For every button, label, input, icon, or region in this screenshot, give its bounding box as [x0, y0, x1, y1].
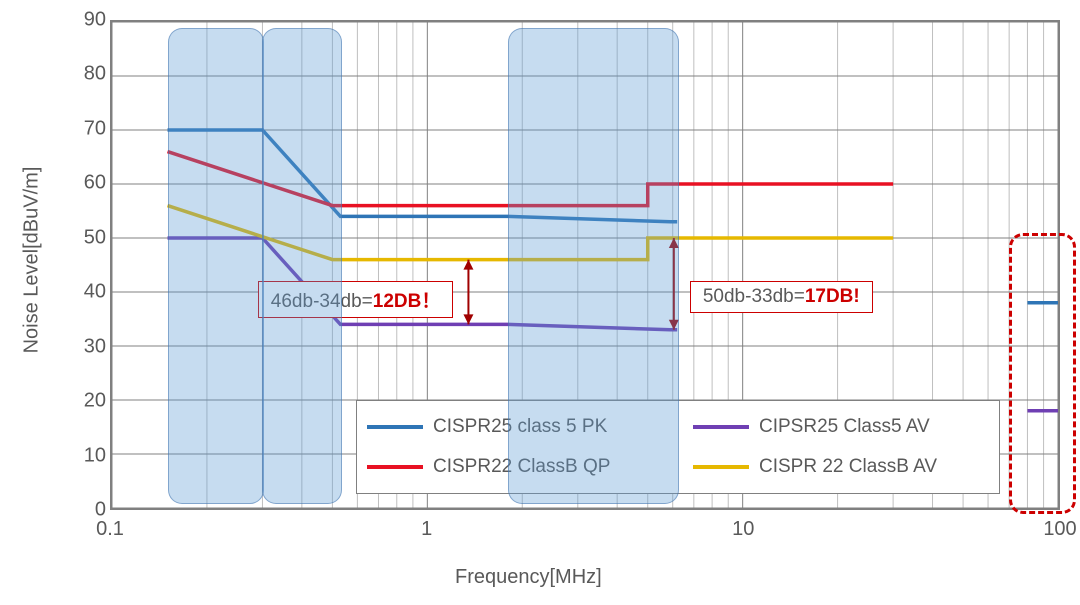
callout-red: 12DB [373, 291, 422, 312]
y-tick: 20 [66, 390, 106, 413]
legend-swatch [367, 425, 423, 429]
y-tick: 50 [66, 226, 106, 249]
x-axis-label: Frequency[MHz] [455, 566, 602, 589]
callout-suffix: ！ [421, 291, 440, 312]
x-tick: 100 [1043, 518, 1076, 541]
y-tick: 90 [66, 9, 106, 32]
y-axis-label: Noise Level[dBuV/m] [21, 167, 44, 354]
plot-area: 46db-34db=12DB！ 50db-33db=17DB! CISPR25 … [110, 20, 1060, 510]
legend-swatch [367, 465, 423, 469]
callout-17db: 50db-33db=17DB! [690, 281, 873, 313]
legend-swatch [693, 425, 749, 429]
y-tick: 80 [66, 63, 106, 86]
callout-text: 50db-33db= [703, 286, 805, 307]
emc-limits-chart: Noise Level[dBuV/m] Frequency[MHz] 90 80… [0, 0, 1080, 605]
frequency-band-shade [262, 28, 342, 504]
legend-swatch [693, 465, 749, 469]
frequency-band-shade [508, 28, 679, 504]
highlight-dashed-box [1009, 233, 1076, 514]
y-tick: 10 [66, 444, 106, 467]
y-tick: 40 [66, 281, 106, 304]
y-tick: 30 [66, 335, 106, 358]
legend-label: CISPR 22 ClassB AV [759, 456, 937, 478]
y-tick: 60 [66, 172, 106, 195]
x-tick: 1 [421, 518, 432, 541]
y-tick: 70 [66, 117, 106, 140]
x-tick: 10 [732, 518, 754, 541]
legend-label: CIPSR25 Class5 AV [759, 416, 930, 438]
legend-item: CIPSR25 Class5 AV [693, 407, 989, 447]
legend-item: CISPR 22 ClassB AV [693, 447, 989, 487]
x-tick: 0.1 [96, 518, 124, 541]
frequency-band-shade [168, 28, 265, 504]
callout-red: 17DB! [805, 286, 860, 307]
